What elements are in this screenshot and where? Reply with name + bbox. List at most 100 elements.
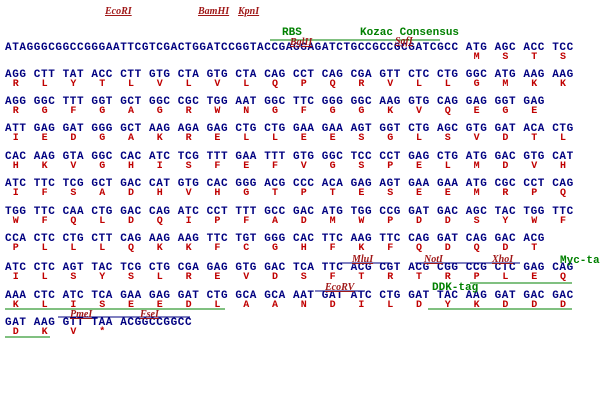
codon: GGC bbox=[34, 96, 56, 108]
enzyme-label: SgfI bbox=[395, 36, 414, 47]
amino-acid: I bbox=[358, 300, 364, 311]
amino-acid: V bbox=[70, 161, 76, 172]
codon: AGC bbox=[466, 206, 488, 218]
amino-acid: G bbox=[502, 106, 508, 117]
codon: TCC bbox=[351, 151, 373, 163]
amino-acid: L bbox=[445, 161, 451, 172]
amino-acid: D bbox=[502, 243, 508, 254]
amino-acid: Y bbox=[99, 272, 105, 283]
amino-acid: H bbox=[13, 161, 19, 172]
amino-acid: P bbox=[301, 188, 307, 199]
amino-acid: P bbox=[387, 216, 393, 227]
codon: TTT bbox=[63, 96, 85, 108]
amino-acid: S bbox=[70, 272, 76, 283]
amino-acid: E bbox=[330, 133, 336, 144]
codon: CTC bbox=[34, 290, 56, 302]
codon: CGA bbox=[178, 262, 200, 274]
amino-acid: D bbox=[445, 243, 451, 254]
codon: GAT bbox=[5, 317, 27, 329]
enzyme-label: EcoRI bbox=[104, 6, 133, 17]
codon: GAG bbox=[149, 290, 171, 302]
amino-acid: K bbox=[387, 106, 393, 117]
amino-acid: Q bbox=[445, 106, 451, 117]
amino-acid: K bbox=[560, 79, 566, 90]
codon: CAC bbox=[5, 151, 27, 163]
codon: GGG bbox=[91, 123, 113, 135]
codon: CAT bbox=[149, 178, 171, 190]
amino-acid: V bbox=[214, 79, 220, 90]
codon: GGT bbox=[495, 96, 517, 108]
amino-acid: N bbox=[301, 300, 307, 311]
amino-acid: I bbox=[13, 133, 19, 144]
amino-acid: I bbox=[13, 188, 19, 199]
codon: GAG bbox=[34, 123, 56, 135]
codon: GCT bbox=[91, 178, 113, 190]
amino-acid: S bbox=[99, 300, 105, 311]
amino-acid: G bbox=[243, 188, 249, 199]
amino-acid: M bbox=[502, 79, 508, 90]
enzyme-label: KpnI bbox=[237, 6, 260, 17]
amino-acid: V bbox=[416, 106, 422, 117]
codon: AGG bbox=[5, 69, 27, 81]
amino-acid: E bbox=[157, 300, 163, 311]
amino-acid: L bbox=[99, 216, 105, 227]
codon: GAG bbox=[466, 96, 488, 108]
amino-acid: F bbox=[214, 161, 220, 172]
codon: TAC bbox=[91, 262, 113, 274]
codon: GAA bbox=[120, 290, 142, 302]
codon: GAG bbox=[408, 151, 430, 163]
amino-acid: E bbox=[416, 188, 422, 199]
codon: CTT bbox=[91, 233, 113, 245]
codon: AAG bbox=[466, 290, 488, 302]
enzyme-label: BglII bbox=[289, 37, 313, 48]
amino-acid: G bbox=[99, 106, 105, 117]
codon: TAC bbox=[495, 206, 517, 218]
amino-acid: R bbox=[13, 79, 19, 90]
codon: CAC bbox=[120, 151, 142, 163]
codon: GTA bbox=[63, 151, 85, 163]
amino-acid: L bbox=[42, 300, 48, 311]
codon: TAT bbox=[63, 69, 85, 81]
codon: GAG bbox=[207, 123, 229, 135]
codon: ACG bbox=[523, 233, 545, 245]
amino-acid: L bbox=[42, 243, 48, 254]
codon: ATC bbox=[178, 206, 200, 218]
codon: GGG bbox=[322, 96, 344, 108]
amino-acid: D bbox=[416, 300, 422, 311]
amino-acid: V bbox=[301, 161, 307, 172]
amino-acid: D bbox=[128, 216, 134, 227]
amino-acid: D bbox=[502, 133, 508, 144]
amino-acid: V bbox=[70, 327, 76, 338]
amino-acid: D bbox=[330, 300, 336, 311]
amino-acid: R bbox=[13, 106, 19, 117]
codon: AGT bbox=[63, 262, 85, 274]
amino-acid: S bbox=[70, 188, 76, 199]
amino-acid: H bbox=[301, 243, 307, 254]
codon: AAG bbox=[351, 233, 373, 245]
codon: GAA bbox=[322, 123, 344, 135]
codon: ACG bbox=[351, 262, 373, 274]
codon: CTC bbox=[34, 233, 56, 245]
codon: GGC bbox=[322, 151, 344, 163]
codon: GAC bbox=[523, 290, 545, 302]
amino-acid: L bbox=[70, 243, 76, 254]
amino-acid: E bbox=[445, 188, 451, 199]
codon: ATC bbox=[149, 151, 171, 163]
codon: GGC bbox=[149, 96, 171, 108]
codon: AGC bbox=[495, 42, 517, 54]
amino-acid: H bbox=[214, 188, 220, 199]
codon: CAG bbox=[552, 262, 574, 274]
amino-acid: S bbox=[358, 161, 364, 172]
codon: GAC bbox=[495, 233, 517, 245]
codon: AGG bbox=[5, 96, 27, 108]
codon: CTG bbox=[149, 262, 171, 274]
amino-acid: S bbox=[560, 52, 566, 63]
dna-trailer: ACGGCCGGCC bbox=[120, 317, 192, 329]
codon: GTG bbox=[178, 178, 200, 190]
amino-acid: P bbox=[531, 188, 537, 199]
amino-acid: D bbox=[186, 300, 192, 311]
codon: TTC bbox=[207, 233, 229, 245]
codon: ACA bbox=[322, 178, 344, 190]
codon: ATC bbox=[5, 178, 27, 190]
amino-acid: W bbox=[358, 216, 364, 227]
